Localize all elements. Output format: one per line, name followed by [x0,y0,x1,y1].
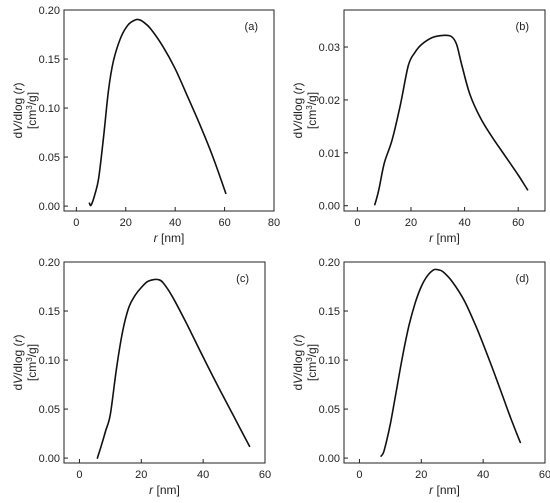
x-axis-label-b: r [nm] [429,231,460,245]
x-tick-label-c-1: 20 [135,469,147,481]
y-tick-label-c-4: 0.20 [39,257,60,269]
y-tick-label-a-4: 0.20 [39,5,60,17]
y-tick-label-a-0: 0.00 [39,201,60,213]
x-tick-label-c-0: 0 [76,469,82,481]
y-tick-label-a-1: 0.05 [39,152,60,164]
y-tick-label-c-0: 0.00 [39,453,60,465]
panel-label-b: (b) [516,21,529,33]
y-tick-label-c-1: 0.05 [39,404,60,416]
x-tick-label-a-0: 0 [73,217,79,229]
y-tick-label-d-2: 0.10 [319,355,340,367]
series-line-d [380,268,522,457]
y-axis-label-b: dV/dlog (r)[cm3/g] [291,82,319,138]
x-tick-label-d-1: 20 [415,469,427,481]
y-tick-label-b-3: 0.03 [319,42,340,54]
y-tick-label-a-3: 0.15 [39,54,60,66]
panel-label-a: (a) [245,21,258,33]
x-tick-label-b-1: 20 [405,217,417,229]
panel-b: 0 20 40 60 0.00 0.01 0.02 0.03 r [nm] dV/dlog (r)… [291,9,546,245]
x-tick-label-c-3: 60 [259,469,271,481]
y-tick-label-d-4: 0.20 [319,257,340,269]
x-tick-label-a-4: 80 [268,217,280,229]
panel-label-d: (d) [516,273,529,285]
y-tick-label-a-2: 0.10 [39,103,60,115]
plot-frame-c [63,261,266,464]
y-tick-label-b-0: 0.00 [319,201,340,213]
y-axis-label-c: dV/dlog (r)[cm3/g] [11,334,39,390]
x-tick-label-d-0: 0 [356,469,362,481]
x-tick-label-a-1: 20 [120,217,132,229]
y-tick-label-d-1: 0.05 [319,404,340,416]
y-tick-label-d-3: 0.15 [319,306,340,318]
series-line-c [96,278,251,459]
x-tick-label-b-0: 0 [354,217,360,229]
y-axis-label-d: dV/dlog (r)[cm3/g] [291,334,319,390]
x-tick-label-c-2: 40 [197,469,209,481]
y-tick-label-b-2: 0.02 [319,95,340,107]
x-tick-label-b-3: 60 [512,217,524,229]
y-tick-label-d-0: 0.00 [319,453,340,465]
panel-a: 0 20 40 60 80 0.00 0.05 0.10 0.15 0.20 r [nm] dV/dl… [11,5,280,245]
x-tick-label-b-2: 40 [458,217,470,229]
x-tick-label-a-3: 60 [218,217,230,229]
series-line-b [374,34,529,206]
x-tick-label-d-2: 40 [477,469,489,481]
y-tick-label-c-2: 0.10 [39,355,60,367]
series-line-a [88,18,227,207]
plot-frame-b [343,9,546,212]
y-tick-label-b-1: 0.01 [319,148,340,160]
panel-label-c: (c) [236,273,249,285]
x-axis-label-c: r [nm] [149,483,180,497]
x-axis-label-a: r [nm] [154,231,185,245]
y-axis-label-a: dV/dlog (r)[cm3/g] [11,82,39,138]
plot-frame-d [343,261,546,464]
x-tick-label-d-3: 60 [539,469,550,481]
panel-d: 0 20 40 60 0.00 0.05 0.10 0.15 0.20 r [nm] dV/dlog… [291,257,550,497]
panel-c: 0 20 40 60 0.00 0.05 0.10 0.15 0.20 r [nm] dV/dlog… [11,257,271,497]
y-tick-label-c-3: 0.15 [39,306,60,318]
x-axis-label-d: r [nm] [429,483,460,497]
x-tick-label-a-2: 40 [169,217,181,229]
plot-frame-a [63,9,275,212]
